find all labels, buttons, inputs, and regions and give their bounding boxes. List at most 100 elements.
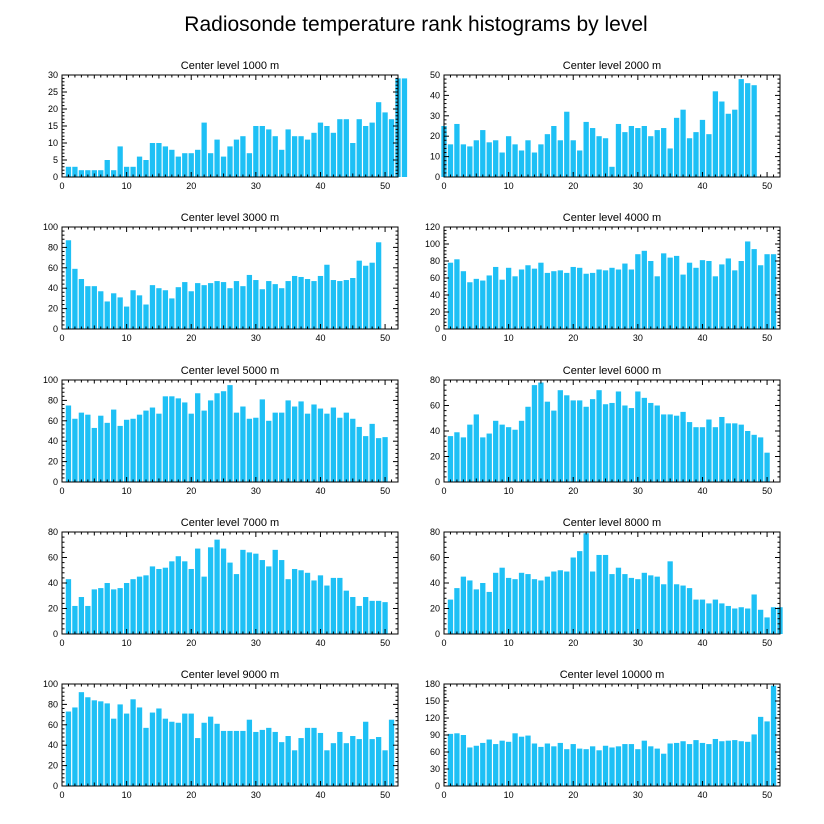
bar xyxy=(356,605,362,634)
x-tick-label: 10 xyxy=(122,333,132,343)
bar xyxy=(538,144,544,177)
bar xyxy=(512,276,518,329)
bar xyxy=(602,745,609,786)
x-tick-label: 30 xyxy=(633,181,643,191)
bar xyxy=(577,551,583,635)
bar xyxy=(667,148,673,177)
bar xyxy=(207,716,214,786)
bar xyxy=(719,603,725,634)
bar xyxy=(583,749,589,786)
bar xyxy=(227,288,233,329)
bar xyxy=(130,579,136,634)
bar xyxy=(233,281,240,329)
x-tick-label: 50 xyxy=(380,486,390,496)
bar xyxy=(738,79,744,177)
bar xyxy=(460,271,467,329)
bar xyxy=(454,733,460,786)
bar xyxy=(654,405,660,482)
bar xyxy=(382,112,388,177)
bar xyxy=(544,134,551,177)
bar xyxy=(162,567,169,634)
bar xyxy=(233,730,240,786)
y-tick-label: 120 xyxy=(425,222,440,232)
bar xyxy=(98,588,104,634)
x-tick-label: 40 xyxy=(315,181,325,191)
bar xyxy=(725,258,731,329)
bar xyxy=(551,271,557,329)
bar xyxy=(544,401,551,482)
bar xyxy=(583,273,589,329)
bar xyxy=(324,413,330,482)
y-tick-label: 80 xyxy=(48,527,58,537)
bar xyxy=(454,123,460,177)
bar xyxy=(609,402,615,482)
bar xyxy=(285,736,291,786)
bar xyxy=(635,391,641,482)
bar xyxy=(661,128,667,177)
y-tick-label: 60 xyxy=(48,416,58,426)
bar xyxy=(751,249,757,329)
x-tick-label: 20 xyxy=(568,333,578,343)
bar xyxy=(266,727,272,786)
bar xyxy=(551,410,557,482)
y-tick-label: 0 xyxy=(435,172,440,182)
bar xyxy=(602,554,609,634)
bar xyxy=(253,417,259,482)
bar xyxy=(693,267,699,329)
bar xyxy=(78,279,85,329)
bar xyxy=(661,584,667,634)
bar xyxy=(337,119,343,177)
bar xyxy=(220,391,227,482)
bar xyxy=(143,304,149,329)
bar xyxy=(538,746,544,786)
bar xyxy=(356,426,362,482)
y-tick-label: 80 xyxy=(48,699,58,709)
bar xyxy=(505,577,512,634)
bar xyxy=(699,599,706,634)
bar xyxy=(136,576,143,635)
bar xyxy=(673,415,680,482)
y-tick-label: 50 xyxy=(430,70,440,80)
bar xyxy=(175,722,181,786)
bar xyxy=(382,437,388,482)
bar xyxy=(195,738,201,786)
bar xyxy=(693,132,699,177)
bar xyxy=(512,429,518,482)
bar xyxy=(382,602,388,635)
y-tick-label: 20 xyxy=(430,604,440,614)
y-tick-label: 40 xyxy=(430,290,440,300)
bar xyxy=(227,562,233,634)
bar xyxy=(622,263,628,329)
x-tick-label: 0 xyxy=(59,790,64,800)
bar xyxy=(195,283,201,329)
bar xyxy=(493,572,499,634)
bar xyxy=(628,408,635,482)
bar xyxy=(111,170,117,177)
bar xyxy=(570,140,576,177)
bar xyxy=(188,568,194,634)
bar xyxy=(98,701,104,786)
bar xyxy=(304,727,311,786)
y-tick-label: 20 xyxy=(430,307,440,317)
bar xyxy=(246,274,253,329)
bar xyxy=(220,156,227,177)
bar xyxy=(207,283,214,329)
bar xyxy=(447,144,454,177)
bar xyxy=(311,404,317,482)
bar xyxy=(98,170,104,177)
bar xyxy=(104,160,110,177)
x-tick-label: 0 xyxy=(441,181,446,191)
y-tick-label: 180 xyxy=(425,679,440,689)
y-tick-label: 30 xyxy=(48,70,58,80)
bar xyxy=(596,750,602,786)
bar xyxy=(706,419,712,482)
bar xyxy=(201,122,207,177)
bar xyxy=(680,741,686,786)
y-tick-label: 0 xyxy=(53,477,58,487)
bar xyxy=(285,129,291,177)
bar xyxy=(188,153,194,177)
bar xyxy=(182,153,188,177)
y-tick-label: 5 xyxy=(53,155,58,165)
y-tick-label: 80 xyxy=(430,375,440,385)
bar xyxy=(615,123,622,177)
